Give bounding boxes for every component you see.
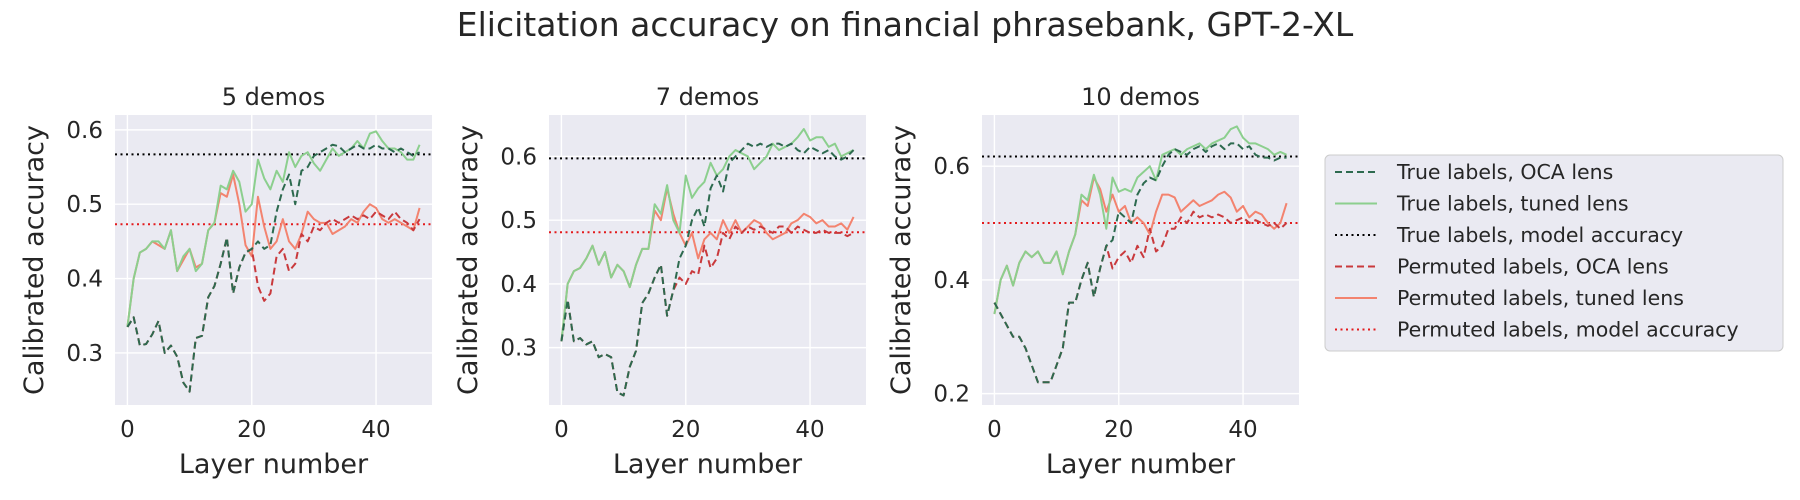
x-tick-label: 0 [987,417,1002,443]
x-tick-label: 40 [1228,417,1257,443]
plot-area [115,115,432,405]
y-tick-label: 0.5 [66,192,103,218]
x-tick-label: 40 [361,417,390,443]
chart-panel-3: 0 20 40 0.2 0.4 0.6 10 demos Layer number Calibr… [886,83,1299,480]
y-axis-label: Calibrated accuracy [19,125,50,395]
series-line-true-labels-oca-lens [126,143,421,393]
x-tick-label: 40 [795,417,824,443]
y-tick-label: 0.6 [66,118,103,144]
panel-title: 5 demos [222,83,325,111]
legend-box [1324,154,1784,352]
x-tick-label: 20 [1104,417,1133,443]
y-axis-label: Calibrated accuracy [453,125,484,395]
series-line-true-labels-tuned-lens [993,125,1287,315]
x-tick-label: 20 [671,417,700,443]
legend-label: True labels, tuned lens [1396,192,1629,216]
legend-label: Permuted labels, model accuracy [1397,318,1739,342]
legend-label: True labels, model accuracy [1396,223,1683,247]
y-tick-label: 0.6 [933,154,970,180]
series-line-true-labels-oca-lens [993,142,1287,384]
y-tick-label: 0.2 [933,382,970,408]
y-tick-label: 0.6 [500,144,537,170]
panel-title: 7 demos [656,83,759,111]
x-tick-label: 0 [554,417,569,443]
x-tick-label: 0 [120,417,135,443]
plot-area [982,115,1299,405]
chart-panel-2: 0 20 40 0.3 0.4 0.5 0.6 7 demos Layer number Cali… [453,83,866,480]
x-axis-label: Layer number [179,449,369,480]
panel-title: 10 demos [1081,83,1200,111]
y-tick-label: 0.3 [66,341,103,367]
y-tick-label: 0.5 [500,208,537,234]
chart-panel-1: 0 20 40 0.3 0.4 0.5 0.6 5 demos Layer number Cali… [19,83,432,480]
y-tick-label: 0.4 [500,272,537,298]
legend-label: Permuted labels, tuned lens [1397,286,1684,310]
legend-label: True labels, OCA lens [1396,160,1613,184]
legend: True labels, OCA lens True labels, tuned … [1324,154,1784,352]
y-tick-label: 0.3 [500,336,537,362]
x-axis-label: Layer number [1046,449,1236,480]
series-line-true-labels-oca-lens [560,142,855,397]
y-tick-label: 0.4 [933,268,970,294]
legend-label: Permuted labels, OCA lens [1397,255,1669,279]
y-axis-label: Calibrated accuracy [886,125,917,395]
series-line-true-labels-tuned-lens [560,128,855,342]
x-axis-label: Layer number [613,449,803,480]
y-tick-label: 0.4 [66,267,103,293]
figure-title: Elicitation accuracy on financial phrase… [457,5,1354,44]
x-tick-label: 20 [237,417,266,443]
series-line-true-labels-tuned-lens [126,130,421,328]
